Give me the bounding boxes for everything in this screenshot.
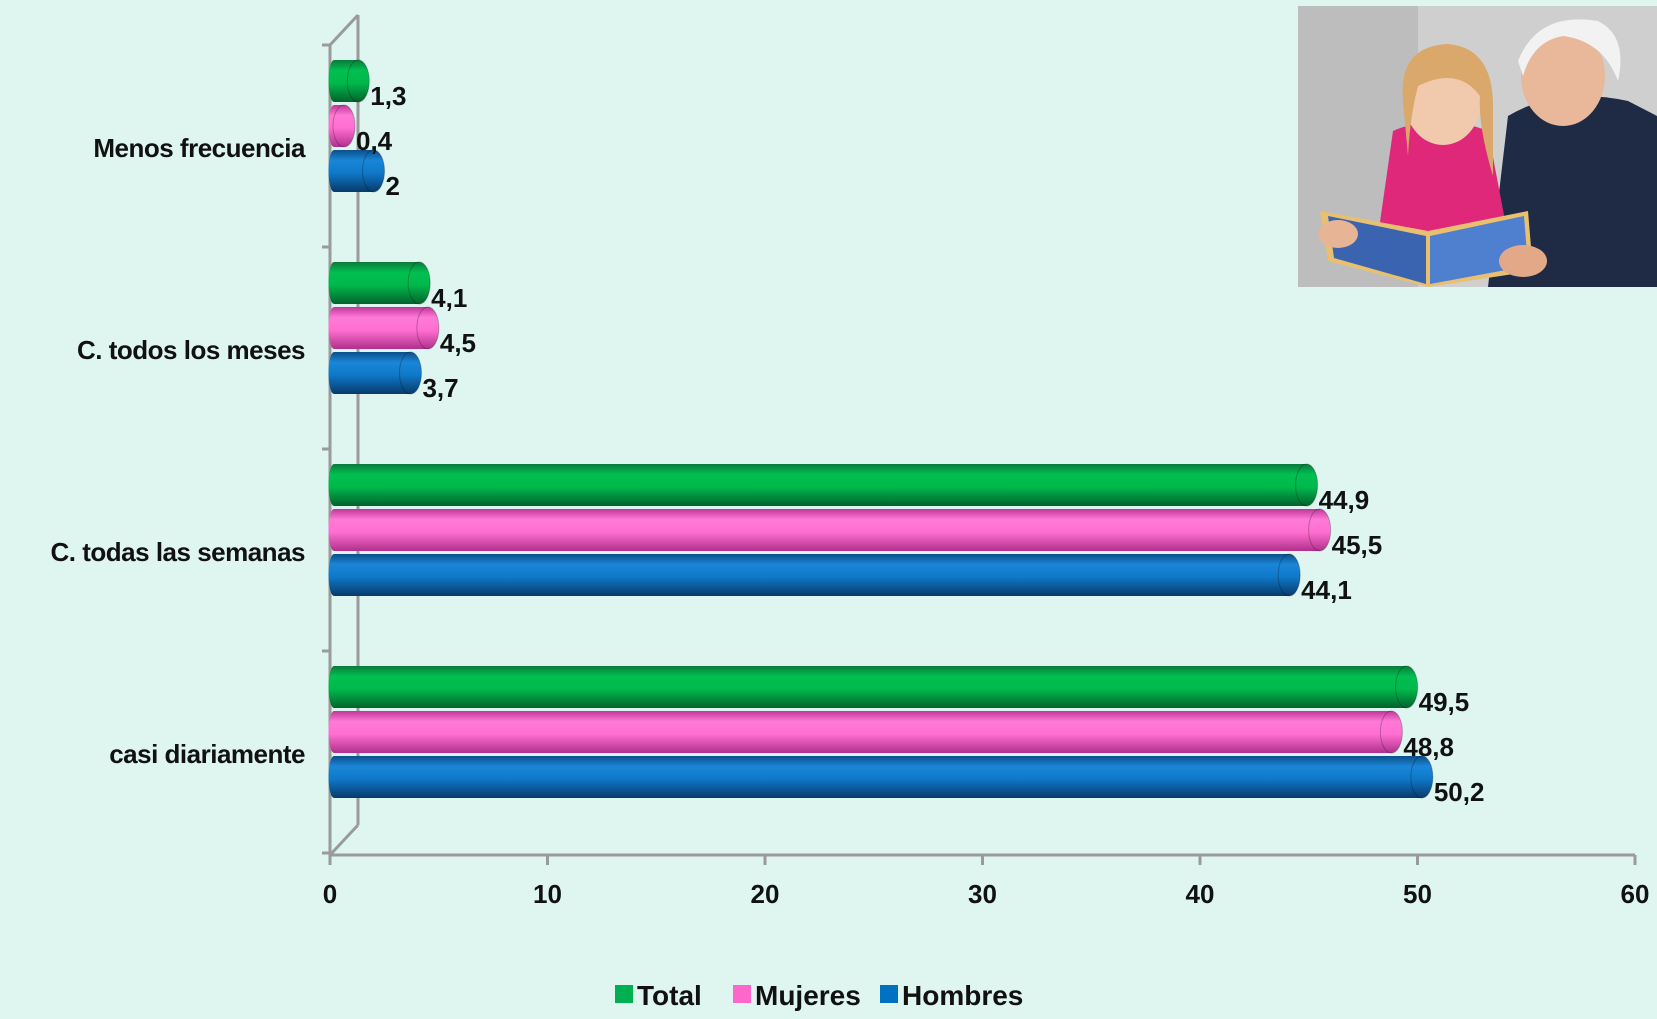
bar-mujeres-c-todas-las-semanas <box>328 508 1332 552</box>
value-label-total-c-todas-las-semanas: 44,9 <box>1319 485 1370 515</box>
category-label-menos-frecuencia: Menos frecuencia <box>93 133 306 163</box>
x-tick-label-50: 50 <box>1403 879 1432 909</box>
category-label-c-todos-los-meses: C. todos los meses <box>77 335 305 365</box>
bar-mujeres-menos-frecuencia <box>328 104 356 148</box>
value-label-hombres-casi-diariamente: 50,2 <box>1434 777 1485 807</box>
chart-legend: Total Mujeres Hombres <box>615 980 1023 1011</box>
chart-bars <box>328 59 1434 799</box>
value-label-hombres-c-todos-los-meses: 3,7 <box>422 373 458 403</box>
bar-total-casi-diariamente <box>328 665 1419 709</box>
value-label-total-casi-diariamente: 49,5 <box>1419 687 1470 717</box>
photo-grandfather-reading-to-child <box>1298 6 1657 287</box>
value-label-mujeres-c-todas-las-semanas: 45,5 <box>1332 530 1383 560</box>
bar-mujeres-casi-diariamente <box>328 710 1403 754</box>
bar-hombres-c-todos-los-meses <box>328 351 422 395</box>
value-label-hombres-c-todas-las-semanas: 44,1 <box>1301 575 1352 605</box>
x-tick-label-30: 30 <box>968 879 997 909</box>
x-tick-label-0: 0 <box>323 879 337 909</box>
y-axis-top-edge <box>328 13 360 47</box>
x-tick-label-40: 40 <box>1186 879 1215 909</box>
value-label-total-menos-frecuencia: 1,3 <box>370 81 406 111</box>
bar-hombres-casi-diariamente <box>328 755 1434 799</box>
bar-total-c-todas-las-semanas <box>328 463 1319 507</box>
x-tick-label-60: 60 <box>1621 879 1650 909</box>
bar-total-c-todos-los-meses <box>328 261 431 305</box>
value-label-total-c-todos-los-meses: 4,1 <box>431 283 467 313</box>
x-tick-label-20: 20 <box>751 879 780 909</box>
legend-label-hombres: Hombres <box>902 980 1023 1011</box>
floor-edge <box>328 823 360 857</box>
value-label-hombres-menos-frecuencia: 2 <box>386 171 400 201</box>
x-tick-label-10: 10 <box>533 879 562 909</box>
chart-labels: Menos frecuencia 1,3 0,4 2 C. todos los mese… <box>51 81 1485 807</box>
value-label-mujeres-menos-frecuencia: 0,4 <box>356 126 393 156</box>
category-label-c-todas-las-semanas: C. todas las semanas <box>51 537 305 567</box>
legend-label-mujeres: Mujeres <box>755 980 861 1011</box>
legend-label-total: Total <box>637 980 702 1011</box>
bar-total-menos-frecuencia <box>328 59 370 103</box>
legend-swatch-mujeres <box>733 985 751 1003</box>
value-label-mujeres-c-todos-los-meses: 4,5 <box>440 328 476 358</box>
value-label-mujeres-casi-diariamente: 48,8 <box>1403 732 1454 762</box>
bar-hombres-menos-frecuencia <box>328 149 385 193</box>
category-label-casi-diariamente: casi diariamente <box>109 739 305 769</box>
legend-swatch-hombres <box>880 985 898 1003</box>
legend-swatch-total <box>615 985 633 1003</box>
bar-mujeres-c-todos-los-meses <box>328 306 440 350</box>
bar-hombres-c-todas-las-semanas <box>328 553 1301 597</box>
